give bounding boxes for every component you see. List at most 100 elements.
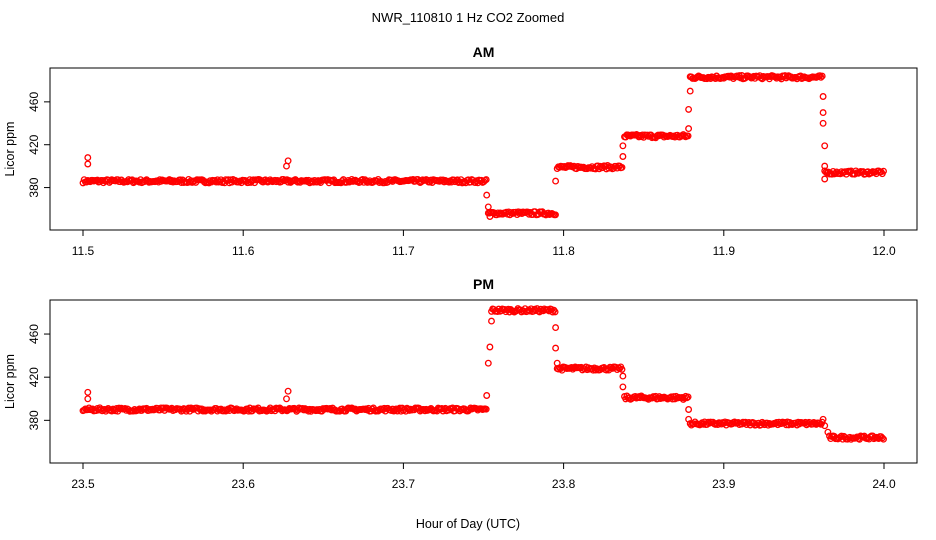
plot-frame: [49, 299, 918, 464]
data-point: [488, 317, 495, 325]
data-point: [821, 162, 829, 170]
data-point: [437, 176, 445, 184]
data-point: [681, 394, 688, 402]
data-points: [79, 72, 887, 220]
data-point: [553, 359, 561, 367]
data-point: [817, 73, 825, 81]
data-points: [79, 305, 887, 443]
data-point: [771, 73, 779, 81]
data-point: [482, 176, 490, 184]
data-point: [380, 179, 388, 187]
data-point: [486, 213, 494, 220]
panel-title: PM: [473, 276, 494, 292]
data-point: [484, 203, 492, 211]
data-point: [484, 359, 492, 367]
data-point: [634, 132, 642, 139]
data-point: [169, 178, 177, 186]
x-tick-label: 12.0: [872, 244, 896, 258]
data-point: [821, 422, 829, 430]
data-point: [619, 142, 627, 150]
data-point: [552, 344, 560, 352]
data-point: [878, 434, 886, 442]
data-point: [284, 387, 292, 395]
data-point: [684, 132, 692, 140]
shared-x-axis-label: Hour of Day (UTC): [416, 517, 520, 531]
data-point: [733, 72, 741, 80]
data-point: [552, 211, 559, 219]
y-tick-label: 460: [27, 92, 41, 112]
data-point: [283, 395, 290, 403]
data-point: [821, 142, 829, 150]
data-point: [685, 406, 693, 413]
data-point: [818, 72, 826, 80]
data-point: [209, 176, 217, 184]
y-axis-label: Licor ppm: [3, 122, 17, 177]
data-point: [838, 432, 845, 440]
data-point: [618, 163, 626, 171]
data-point: [552, 177, 560, 185]
data-point: [272, 178, 280, 186]
data-point: [683, 394, 691, 402]
y-tick-label: 380: [27, 410, 41, 430]
pm-panel: PM 23.5 23.6 23.7 23.8 23.9 24.0 380 420 460 Licor…: [3, 276, 918, 491]
data-point: [824, 428, 832, 436]
data-point: [84, 388, 92, 396]
data-point: [592, 366, 600, 374]
data-point: [551, 308, 559, 316]
data-point: [821, 175, 829, 183]
data-point: [819, 415, 827, 423]
data-point: [685, 415, 693, 423]
x-tick-label: 24.0: [872, 477, 896, 491]
data-point: [684, 393, 692, 401]
x-tick-label: 23.9: [712, 477, 736, 491]
x-tick-label: 23.7: [392, 477, 416, 491]
data-point: [819, 109, 827, 117]
data-point: [405, 406, 413, 414]
am-panel: AM 11.5 11.6 11.7 11.8 11.9 12.0 380 420 460 Licor…: [3, 44, 918, 258]
data-point: [619, 372, 627, 380]
data-point: [507, 209, 515, 217]
data-point: [819, 119, 827, 127]
data-point: [619, 383, 627, 391]
figure-title: NWR_110810 1 Hz CO2 Zoomed: [372, 10, 565, 25]
x-tick-label: 11.7: [392, 244, 415, 258]
data-point: [587, 164, 595, 172]
y-tick-label: 420: [27, 134, 41, 154]
y-tick-label: 420: [27, 367, 41, 387]
x-tick-label: 23.5: [71, 477, 95, 491]
x-tick-label: 11.5: [72, 244, 95, 258]
y-tick-label: 380: [27, 177, 41, 197]
x-tick-label: 23.6: [232, 477, 256, 491]
x-tick-label: 23.8: [552, 477, 576, 491]
data-point: [84, 154, 92, 162]
data-point: [704, 418, 712, 426]
data-point: [482, 405, 490, 413]
data-point: [284, 157, 292, 165]
data-point: [686, 87, 694, 95]
data-point: [832, 170, 839, 177]
data-point: [685, 125, 693, 133]
data-point: [681, 132, 688, 140]
x-tick-label: 11.8: [552, 244, 575, 258]
data-point: [486, 343, 494, 351]
data-point: [365, 178, 373, 186]
panel-title: AM: [473, 44, 495, 60]
data-point: [84, 160, 92, 168]
plot-frame: [49, 67, 918, 231]
data-point: [685, 105, 693, 113]
data-point: [819, 93, 827, 100]
y-axis-label: Licor ppm: [3, 354, 17, 409]
data-point: [483, 392, 491, 399]
data-point: [619, 153, 627, 160]
data-point: [84, 395, 92, 403]
x-tick-label: 11.9: [713, 244, 736, 258]
data-point: [552, 324, 560, 332]
data-point: [635, 133, 643, 141]
data-point: [483, 191, 491, 199]
data-point: [880, 167, 887, 175]
data-point: [618, 365, 626, 373]
y-tick-label: 460: [27, 324, 41, 344]
x-tick-label: 11.6: [232, 244, 255, 258]
